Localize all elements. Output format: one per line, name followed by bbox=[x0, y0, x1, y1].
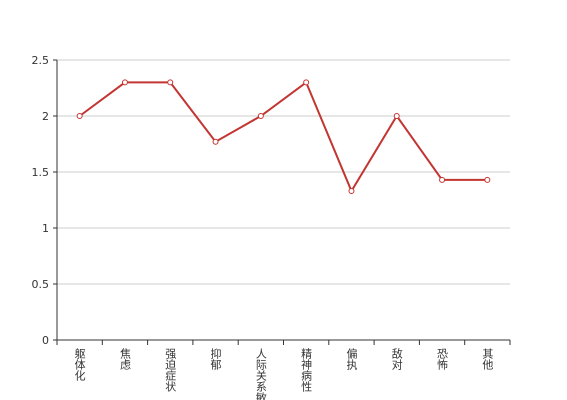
point bbox=[121, 79, 128, 86]
y-tick-label: 1 bbox=[42, 222, 49, 235]
point bbox=[348, 188, 355, 195]
point bbox=[393, 113, 400, 119]
point bbox=[167, 79, 174, 86]
y-tick-label: 0 bbox=[42, 334, 49, 347]
x-tick-label: 偏执 bbox=[345, 347, 358, 371]
x-tick-label: 其他 bbox=[481, 348, 494, 370]
x-tick-label: 恐怖 bbox=[436, 348, 449, 370]
y-tick-label: 2.5 bbox=[32, 54, 50, 67]
point bbox=[212, 138, 219, 145]
x-tick-label: 躯体化 bbox=[73, 348, 86, 382]
point bbox=[484, 176, 491, 183]
x-tick-label: 敌对 bbox=[390, 347, 403, 370]
x-tick-label: 人际关系敏感 bbox=[254, 348, 267, 400]
x-tick-label: 焦虑 bbox=[118, 348, 131, 370]
y-tick-label: 2 bbox=[42, 110, 49, 123]
point bbox=[76, 113, 83, 119]
y-tick-label: 0.5 bbox=[32, 278, 50, 291]
x-tick-label: 强迫症状 bbox=[164, 348, 177, 392]
point bbox=[439, 176, 446, 183]
x-tick-label: 精神病性 bbox=[300, 348, 313, 393]
y-tick-label: 1.5 bbox=[32, 166, 50, 179]
point bbox=[303, 79, 310, 86]
line bbox=[79, 80, 488, 194]
x-tick-label: 抑郁 bbox=[209, 347, 222, 370]
point bbox=[257, 113, 264, 119]
